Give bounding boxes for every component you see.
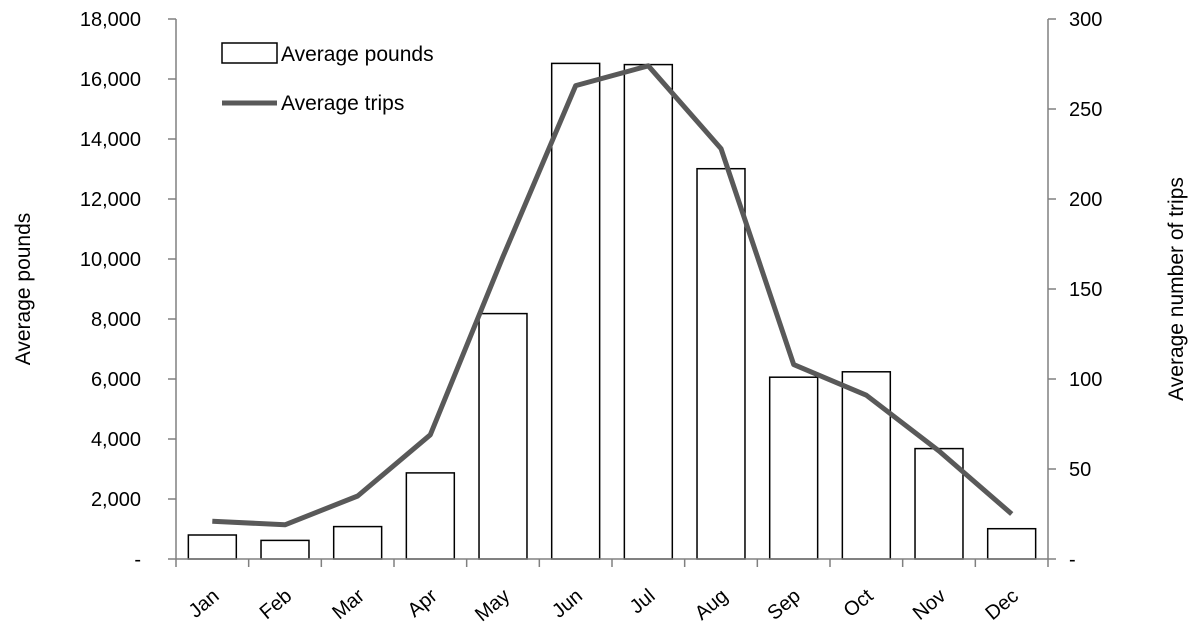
- legend-label-trips: Average trips: [281, 92, 404, 115]
- right-tick-label: 50: [1069, 459, 1091, 481]
- pounds-bar: [332, 525, 383, 560]
- month-axis-ticks: Jan Feb Mar Apr May Jun Jul Aug Sep Oct Nov Dec: [175, 559, 1049, 626]
- pounds-bar: [841, 371, 892, 560]
- month-label: Jun: [548, 585, 587, 623]
- month-label: May: [471, 585, 514, 626]
- left-tick-label: 6,000: [91, 369, 141, 391]
- month-label: Jan: [185, 585, 224, 623]
- left-tick-label: 14,000: [80, 129, 141, 151]
- month-label: Sep: [763, 585, 804, 625]
- right-axis-title: Average number of trips: [1165, 177, 1188, 401]
- pounds-bar: [768, 376, 819, 560]
- month-label: Feb: [256, 585, 297, 624]
- right-tick-label: 200: [1069, 189, 1102, 211]
- left-tick-label: 18,000: [80, 9, 141, 31]
- month-label: Apr: [404, 585, 442, 622]
- right-axis-ticks: - 50 100 150 200 250 300: [1048, 9, 1102, 571]
- month-label: Jul: [626, 585, 660, 618]
- left-tick-label: 10,000: [80, 249, 141, 271]
- left-tick-label: 8,000: [91, 309, 141, 331]
- left-tick-label: 12,000: [80, 189, 141, 211]
- left-tick-label: 4,000: [91, 429, 141, 451]
- right-tick-label: 100: [1069, 369, 1102, 391]
- pounds-bar: [696, 167, 746, 560]
- right-tick-label: 150: [1069, 279, 1102, 301]
- month-label: Mar: [328, 585, 369, 624]
- left-tick-label: -: [134, 549, 141, 571]
- legend: Average pounds Average trips: [221, 42, 434, 115]
- left-axis-title: Average pounds: [12, 213, 35, 366]
- month-label: Dec: [981, 585, 1022, 625]
- legend-label-pounds: Average pounds: [281, 43, 434, 66]
- pounds-bar: [187, 534, 238, 560]
- pounds-bars: [187, 62, 1037, 560]
- left-tick-label: 2,000: [91, 489, 141, 511]
- pounds-bar: [478, 312, 528, 560]
- trips-line-group: [212, 63, 1014, 528]
- pounds-bar: [986, 527, 1037, 560]
- pounds-bar: [623, 63, 674, 560]
- month-label: Nov: [909, 585, 950, 625]
- pounds-bar: [550, 62, 601, 560]
- right-tick-label: 250: [1069, 99, 1102, 121]
- left-tick-label: 16,000: [80, 69, 141, 91]
- pounds-bar: [260, 539, 310, 560]
- month-label: Aug: [691, 585, 732, 625]
- pounds-bar: [405, 472, 456, 560]
- left-axis-ticks: - 2,000 4,000 6,000 8,000 10,000 12,000 14,000 1…: [80, 9, 176, 571]
- right-tick-label: -: [1069, 549, 1076, 571]
- legend-swatch-pounds: [221, 42, 278, 64]
- right-tick-label: 300: [1069, 9, 1102, 31]
- month-label: Oct: [840, 585, 878, 622]
- trips-line: [212, 63, 1014, 528]
